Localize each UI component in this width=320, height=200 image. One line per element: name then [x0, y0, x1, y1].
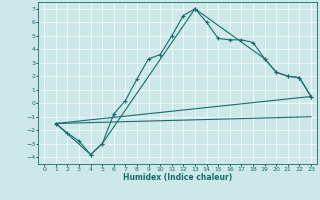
X-axis label: Humidex (Indice chaleur): Humidex (Indice chaleur)	[123, 173, 232, 182]
